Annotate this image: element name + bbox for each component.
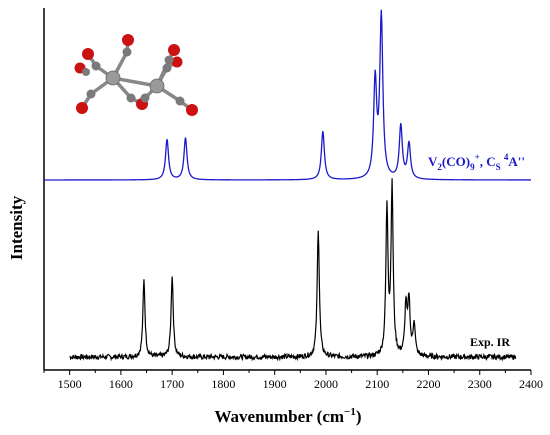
x-tick-label: 1900 <box>263 377 287 391</box>
x-tick-label: 1600 <box>109 377 133 391</box>
x-tick-label: 2200 <box>416 377 440 391</box>
plot-frame <box>43 8 531 371</box>
x-tick-label: 1800 <box>211 377 235 391</box>
x-tick-label: 2300 <box>468 377 492 391</box>
series-experimental-label: Exp. IR <box>470 335 510 349</box>
x-tick-label: 1700 <box>160 377 184 391</box>
series-experimental-line <box>69 178 517 362</box>
x-axis-title: Wavenumber (cm−1) <box>215 406 362 426</box>
y-axis-title: Intensity <box>7 195 26 260</box>
x-tick-label: 1500 <box>58 377 82 391</box>
x-tick-label: 2100 <box>365 377 389 391</box>
x-ticks <box>43 370 532 375</box>
x-tick-label: 2400 <box>519 377 543 391</box>
series-calculated-label: V2(CO)9+, CS 4A'' <box>428 152 525 172</box>
x-tick-label: 2000 <box>314 377 338 391</box>
series-calculated-line <box>44 9 531 181</box>
molecule-structure-image <box>74 34 198 116</box>
x-tick-labels: 1500 1600 1700 1800 1900 2000 2100 2200 2300 2400 <box>58 377 543 391</box>
